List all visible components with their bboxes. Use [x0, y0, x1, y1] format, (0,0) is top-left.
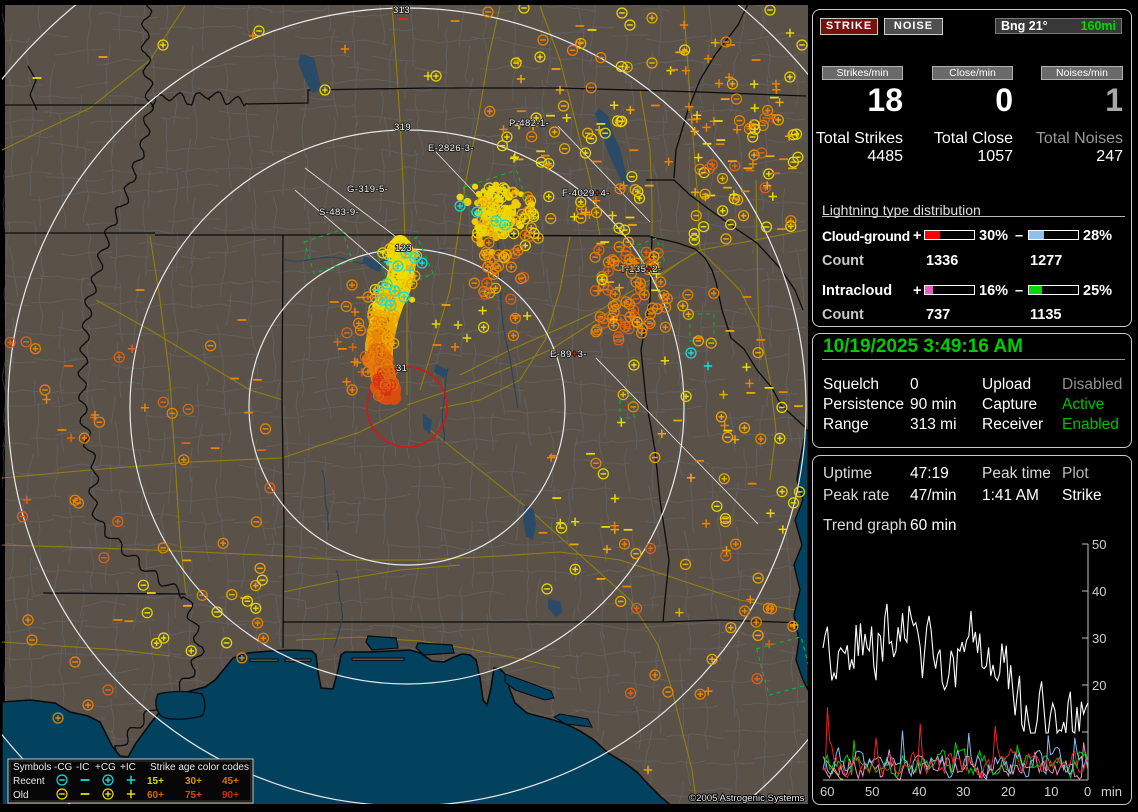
svg-text:E-2826-3-: E-2826-3-: [428, 143, 474, 154]
svg-text:G-319-5-: G-319-5-: [347, 184, 388, 195]
svg-text:-IC: -IC: [76, 762, 89, 773]
svg-text:90+: 90+: [222, 790, 239, 801]
svg-text:30: 30: [956, 784, 970, 799]
svg-text:Recent: Recent: [13, 776, 45, 787]
svg-text:123: 123: [395, 243, 412, 254]
svg-text:30+: 30+: [185, 776, 202, 787]
svg-text:45+: 45+: [222, 776, 239, 787]
svg-text:0: 0: [1084, 784, 1091, 799]
svg-text:75+: 75+: [185, 790, 202, 801]
svg-text:S-483-9-: S-483-9-: [319, 207, 359, 218]
svg-text:50: 50: [865, 784, 879, 799]
svg-text:60: 60: [820, 784, 834, 799]
svg-text:15+: 15+: [147, 776, 164, 787]
svg-text:50: 50: [1092, 537, 1106, 552]
svg-text:F-4029+4-: F-4029+4-: [562, 188, 610, 199]
svg-text:10: 10: [1044, 784, 1058, 799]
svg-text:+IC: +IC: [120, 762, 136, 773]
svg-text:20: 20: [1092, 678, 1106, 693]
svg-text:30: 30: [1092, 631, 1106, 646]
svg-text:31: 31: [396, 363, 407, 374]
svg-text:P-482-1-: P-482-1-: [509, 118, 549, 129]
svg-text:Old: Old: [13, 790, 29, 801]
svg-text:60+: 60+: [147, 790, 164, 801]
svg-text:E-89+3-: E-89+3-: [550, 349, 587, 360]
svg-text:40: 40: [1092, 584, 1106, 599]
svg-text:319: 319: [394, 122, 411, 133]
svg-text:min: min: [1101, 784, 1122, 799]
svg-text:+CG: +CG: [95, 762, 116, 773]
svg-text:Strike age color codes: Strike age color codes: [150, 762, 249, 773]
svg-text:Symbols: Symbols: [13, 762, 51, 773]
svg-text:313: 313: [393, 5, 410, 16]
svg-text:T-135+2-: T-135+2-: [620, 264, 662, 275]
svg-text:-CG: -CG: [54, 762, 73, 773]
svg-text:40: 40: [912, 784, 926, 799]
svg-text:©2005 Astrogenic Systems: ©2005 Astrogenic Systems: [689, 793, 805, 804]
svg-text:20: 20: [1001, 784, 1015, 799]
